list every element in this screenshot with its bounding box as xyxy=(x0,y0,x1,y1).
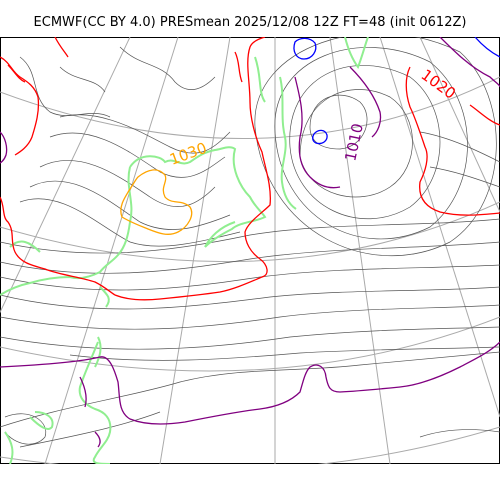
isobars-1010 xyxy=(0,37,500,448)
isobars-1030 xyxy=(120,169,193,235)
pressure-map: 1030 1010 1020 xyxy=(0,37,500,464)
isobars-low xyxy=(293,37,500,145)
map-title: ECMWF(CC BY 4.0) PRESmean 2025/12/08 12Z… xyxy=(33,15,467,30)
isobars-1020 xyxy=(0,37,500,301)
graticule xyxy=(0,37,500,464)
coastlines xyxy=(0,37,369,464)
isobars xyxy=(0,37,500,448)
